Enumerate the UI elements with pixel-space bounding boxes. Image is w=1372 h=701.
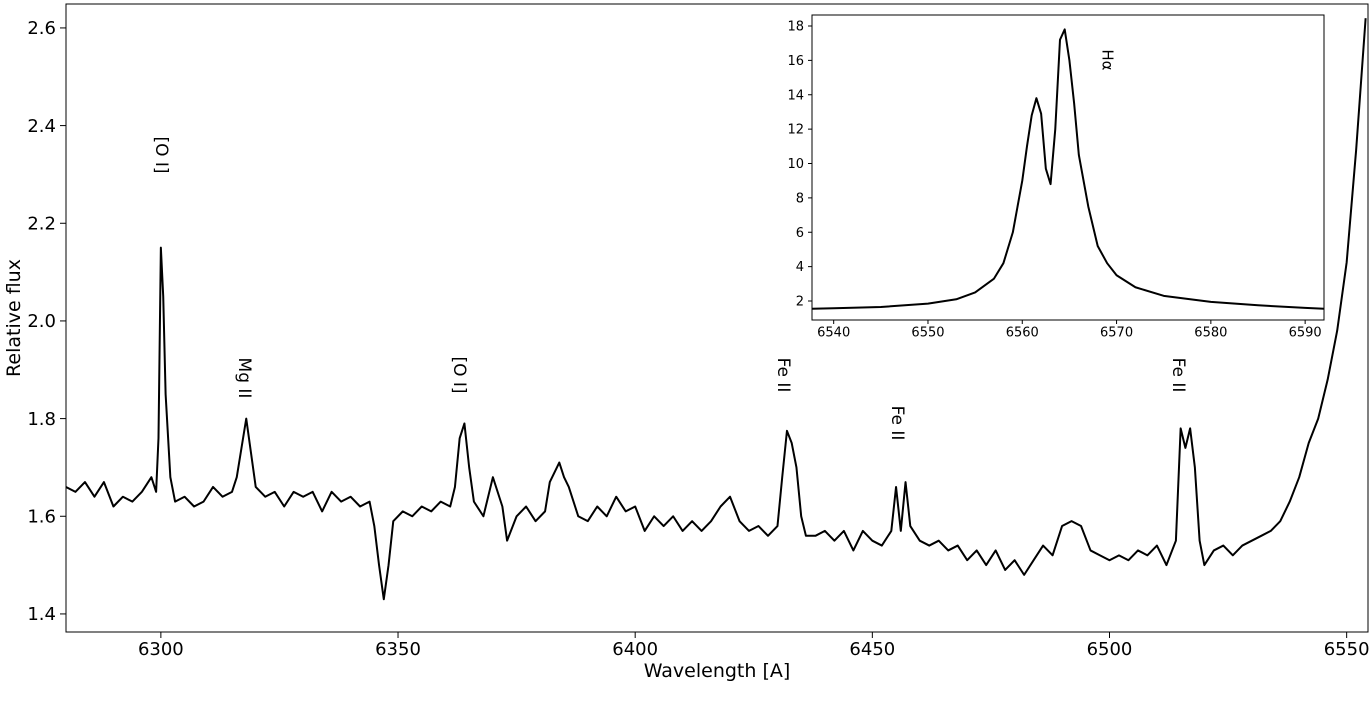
y-tick-label: 1.8: [27, 409, 56, 430]
spectrum-line: [66, 18, 1367, 601]
line-annotation: Mg II: [234, 358, 254, 399]
x-tick-label: 6560: [1006, 325, 1039, 340]
y-tick-label: 1.6: [27, 507, 56, 528]
x-axis-label: Wavelength [A]: [644, 660, 791, 682]
y-tick-label: 2.4: [27, 116, 56, 137]
line-annotation: [O I]: [449, 356, 469, 393]
y-axis-label: Relative flux: [3, 259, 25, 377]
y-tick-label: 2.0: [27, 311, 56, 332]
x-tick-label: 6300: [138, 639, 184, 660]
y-tick-label: 1.4: [27, 604, 56, 625]
x-tick-label: 6580: [1194, 325, 1227, 340]
x-tick-label: 6450: [849, 639, 895, 660]
x-tick-label: 6550: [911, 325, 944, 340]
y-tick-label: 2.6: [27, 18, 56, 39]
x-tick-label: 6590: [1289, 325, 1322, 340]
x-tick-label: 6500: [1087, 639, 1133, 660]
y-tick-label: 6: [796, 226, 804, 241]
y-tick-label: 2.2: [27, 214, 56, 235]
data-layer: [812, 28, 1324, 310]
x-tick-label: 6350: [375, 639, 421, 660]
y-tick-label: 10: [787, 157, 804, 172]
y-tick-label: 2: [796, 295, 804, 310]
y-tick-label: 4: [796, 260, 804, 275]
y-tick-label: 12: [787, 123, 804, 138]
frame: [811, 14, 1325, 321]
y-tick-label: 14: [787, 88, 804, 103]
spectrum-line: [812, 28, 1324, 310]
y-tick-label: 8: [796, 191, 804, 206]
x-tick-label: 6400: [612, 639, 658, 660]
line-annotation: [O I]: [151, 136, 171, 173]
x-tick-label: 6540: [817, 325, 850, 340]
frame: [65, 3, 1369, 633]
x-tick-label: 6570: [1100, 325, 1133, 340]
line-annotation: Hα: [1099, 49, 1117, 70]
line-annotation: Fe II: [887, 406, 907, 441]
inset-chart: 6540 6550 6560 6570 6580 6590 2 4 6 8 10 12 14 16 18 Hα: [787, 14, 1325, 340]
line-annotation: Fe II: [773, 358, 793, 393]
y-tick-label: 18: [787, 20, 804, 35]
data-layer: [66, 18, 1367, 601]
y-tick-label: 16: [787, 54, 804, 69]
plot-area: [812, 15, 1324, 320]
line-annotation: Fe II: [1168, 358, 1188, 393]
x-tick-label: 6550: [1324, 639, 1370, 660]
